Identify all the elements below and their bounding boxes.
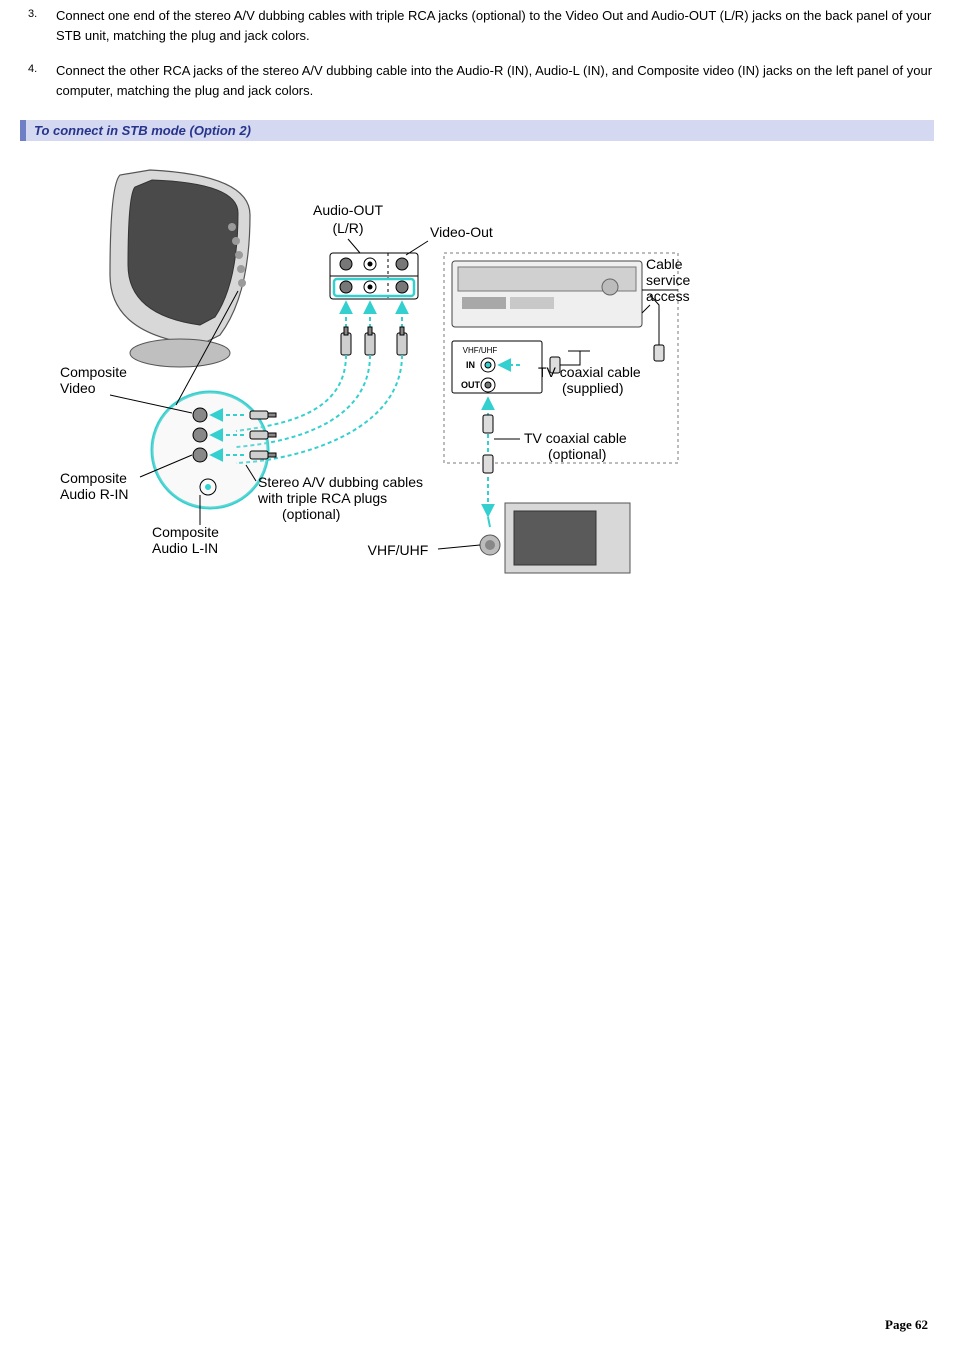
label-composite-video-1: Composite <box>60 364 127 380</box>
page: 3. Connect one end of the stereo A/V dub… <box>0 0 954 1351</box>
page-footer: Page 62 <box>885 1317 928 1333</box>
label-dubbing-1: Stereo A/V dubbing cables <box>258 474 423 490</box>
label-tv-coax-sup-2: (supplied) <box>562 380 623 396</box>
step-number: 3. <box>28 6 37 23</box>
label-composite-r-2: Audio R-IN <box>60 486 128 502</box>
step-text: Connect the other RCA jacks of the stere… <box>56 63 932 98</box>
label-composite-r-1: Composite <box>60 470 127 486</box>
label-composite-video-2: Video <box>60 380 96 396</box>
diagram-container: VHF/UHF IN OUT <box>50 155 934 595</box>
svg-text:VHF/UHF: VHF/UHF <box>463 346 498 355</box>
label-dubbing-2: with triple RCA plugs <box>257 490 387 506</box>
computer-icon <box>110 170 250 367</box>
svg-text:OUT: OUT <box>461 380 481 390</box>
label-tv-coax-sup-1: TV coaxial cable <box>538 364 641 380</box>
connection-diagram: VHF/UHF IN OUT <box>50 155 690 595</box>
rca-plugs-icon <box>341 327 407 355</box>
tv-icon <box>480 503 630 573</box>
label-dubbing-3: (optional) <box>282 506 340 522</box>
label-vhfuhf: VHF/UHF <box>368 542 429 558</box>
step-item: 4. Connect the other RCA jacks of the st… <box>20 61 934 116</box>
step-list: 3. Connect one end of the stereo A/V dub… <box>20 0 934 116</box>
label-audio-out: Audio-OUT <box>313 202 383 218</box>
page-label: Page <box>885 1317 912 1332</box>
page-number: 62 <box>915 1317 928 1332</box>
label-cable-access-2: service <box>646 272 690 288</box>
label-audio-out-lr: (L/R) <box>332 220 363 236</box>
label-composite-l-1: Composite <box>152 524 219 540</box>
label-composite-l-2: Audio L-IN <box>152 540 218 556</box>
label-cable-access-1: Cable <box>646 256 683 272</box>
step-text: Connect one end of the stereo A/V dubbin… <box>56 8 931 43</box>
svg-text:IN: IN <box>466 360 475 370</box>
rca-panel-icon <box>330 253 418 299</box>
section-heading: To connect in STB mode (Option 2) <box>20 120 934 141</box>
step-item: 3. Connect one end of the stereo A/V dub… <box>20 6 934 61</box>
step-number: 4. <box>28 61 37 78</box>
label-cable-access-3: access <box>646 288 690 304</box>
label-tv-coax-opt-2: (optional) <box>548 446 606 462</box>
label-video-out: Video-Out <box>430 224 493 240</box>
label-tv-coax-opt-1: TV coaxial cable <box>524 430 627 446</box>
